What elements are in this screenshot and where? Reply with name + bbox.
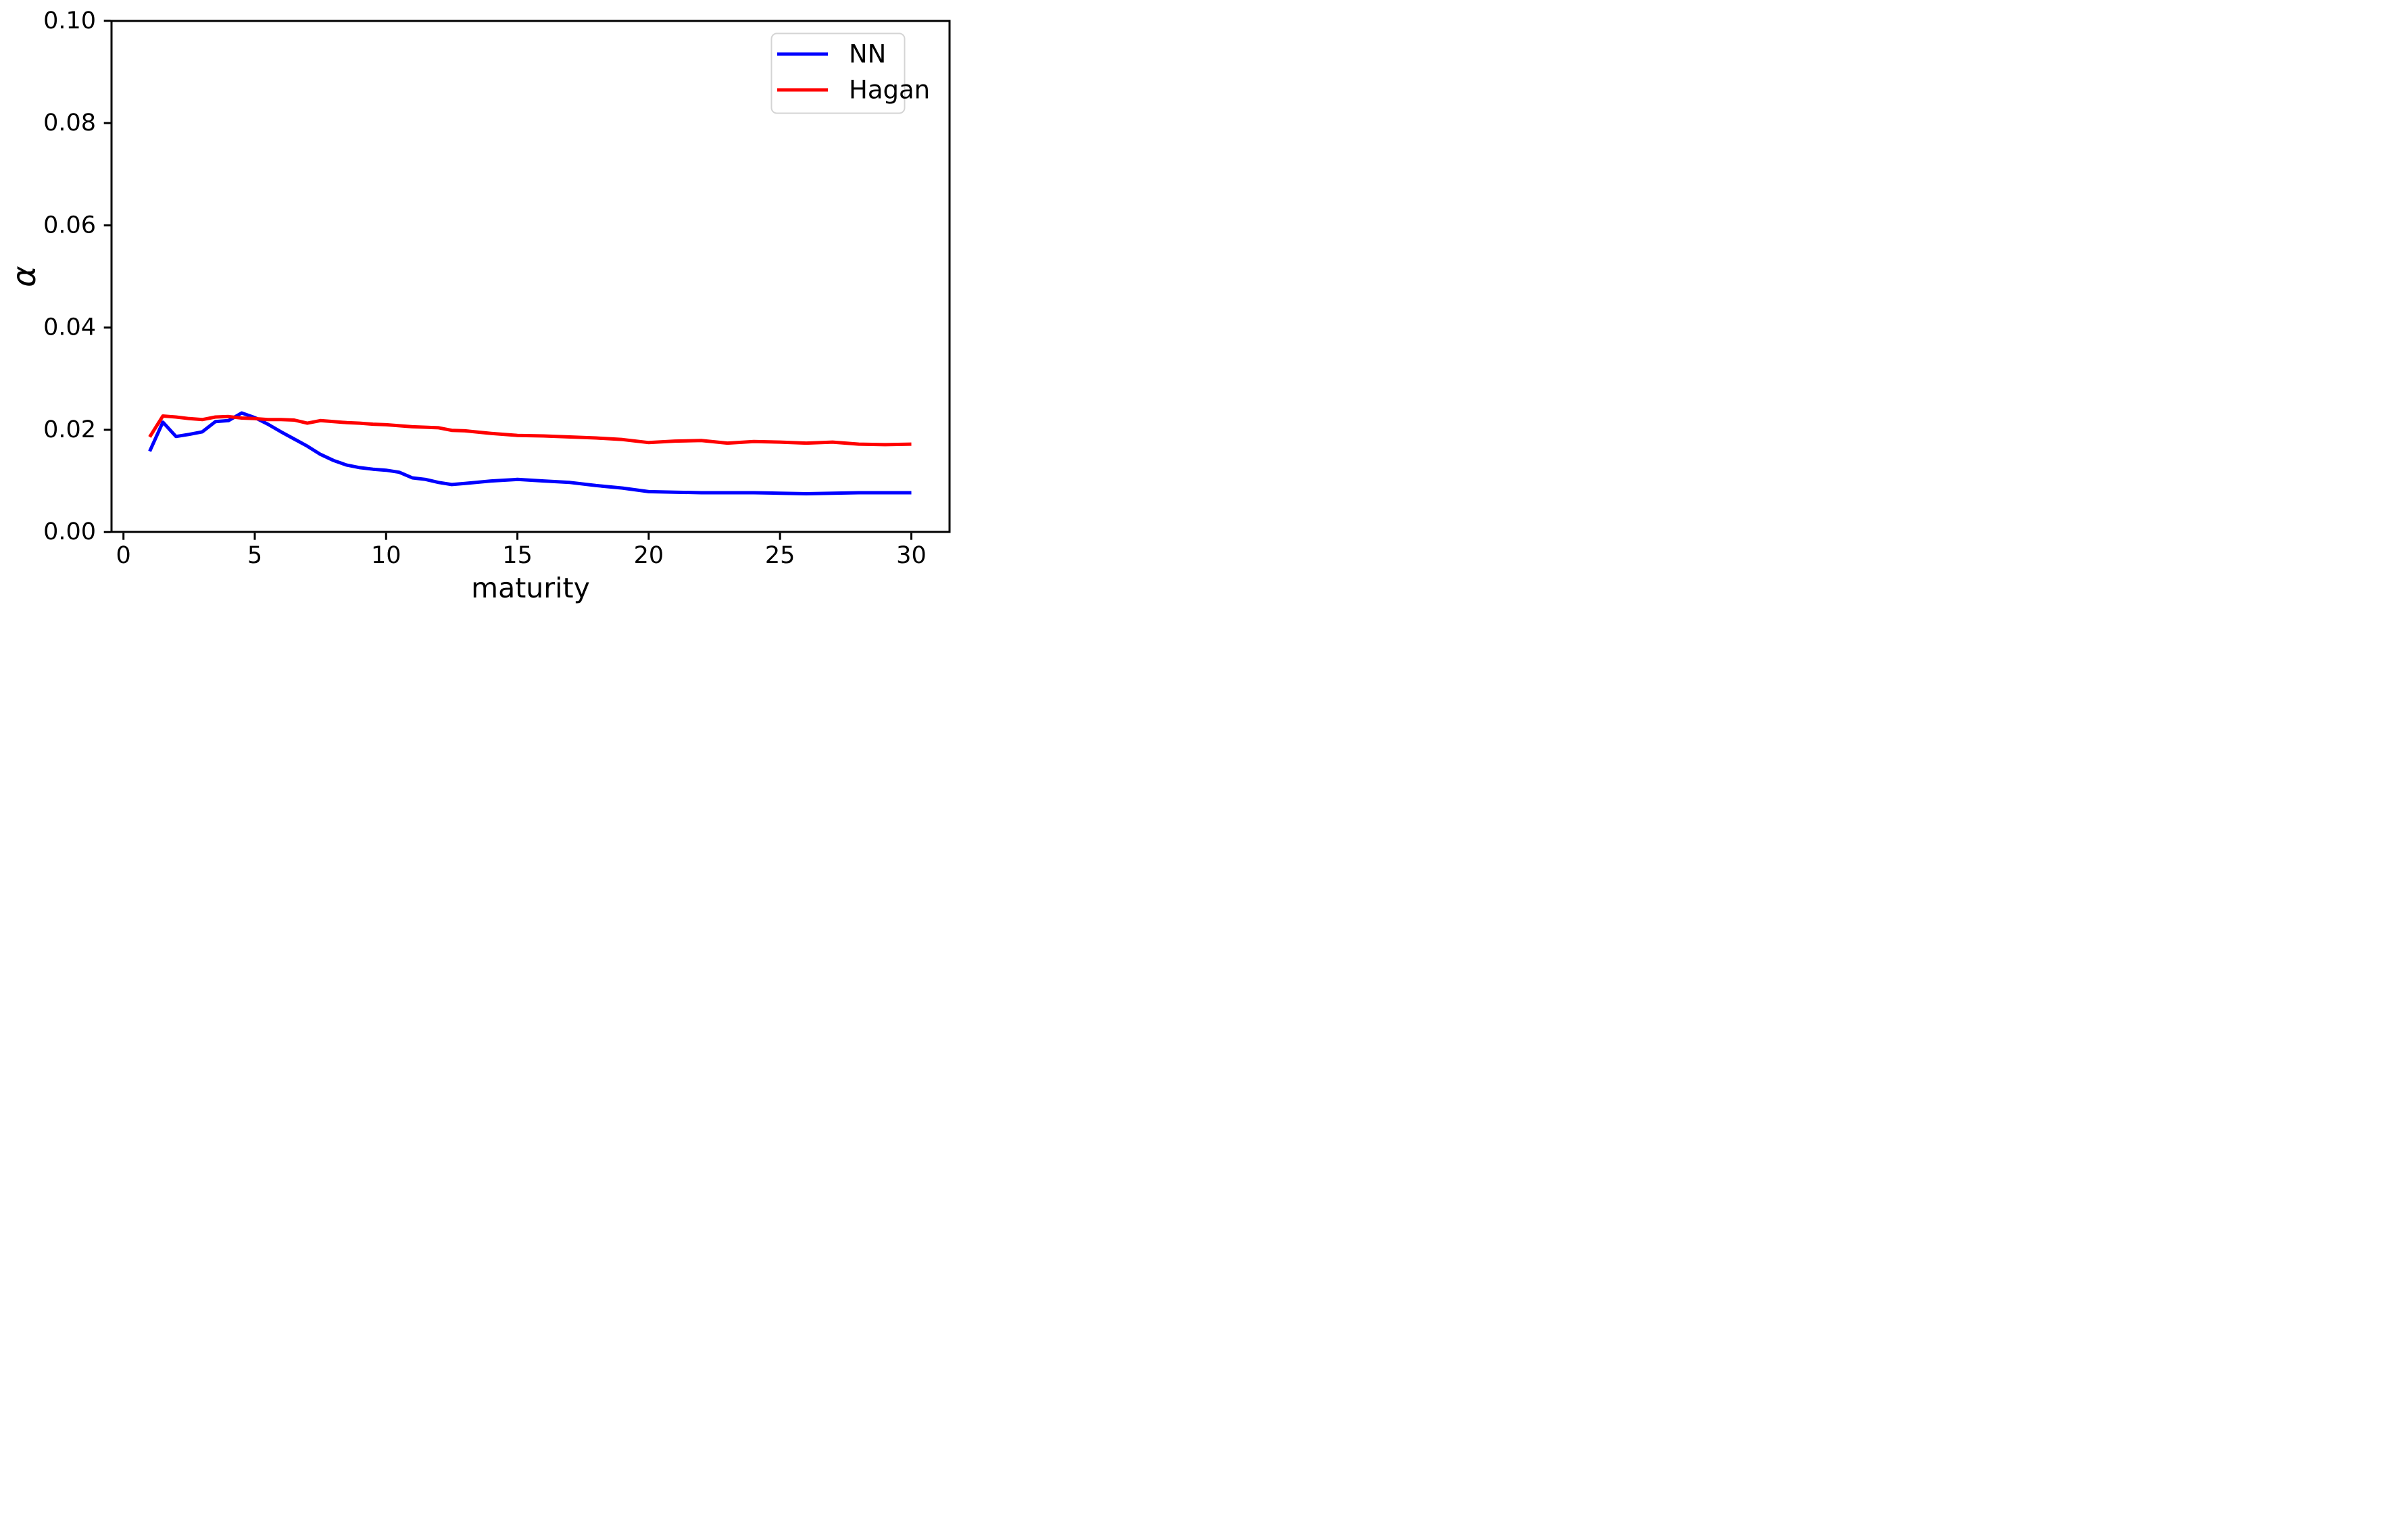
- nn-line: [148, 411, 912, 495]
- x-tick-label: 10: [371, 542, 401, 569]
- y-axis-label: α: [5, 266, 43, 287]
- y-tick-label: 0.08: [43, 109, 96, 137]
- x-tick-label: 20: [634, 542, 664, 569]
- legend: NN Hagan: [770, 32, 930, 114]
- figure: 0 5 10 15 20 25 30 0.00 0.02 0.04 0.06 0.08 0.10 mat…: [0, 0, 963, 616]
- x-tick-label: 30: [896, 542, 927, 569]
- y-tick-label: 0.02: [43, 416, 96, 443]
- y-tick-label: 0.00: [43, 518, 96, 545]
- y-tick-label: 0.04: [43, 314, 96, 341]
- legend-label-hagan: Hagan: [849, 76, 930, 105]
- plot-area-border: [110, 20, 951, 533]
- x-tick-label: 15: [502, 542, 533, 569]
- plot-area: 0 5 10 15 20 25 30 0.00 0.02 0.04 0.06 0.08 0.10: [43, 7, 927, 569]
- x-tick-label: 25: [765, 542, 795, 569]
- x-tick-label: 0: [116, 542, 131, 569]
- x-tick-label: 5: [247, 542, 262, 569]
- y-tick-label: 0.10: [43, 7, 96, 34]
- y-tick-label: 0.06: [43, 212, 96, 239]
- x-axis-label: maturity: [471, 572, 590, 604]
- hagan-line: [148, 414, 912, 447]
- legend-label-nn: NN: [849, 40, 886, 69]
- chart-canvas: 0 5 10 15 20 25 30 0.00 0.02 0.04 0.06 0.08 0.10 mat…: [5, 7, 951, 604]
